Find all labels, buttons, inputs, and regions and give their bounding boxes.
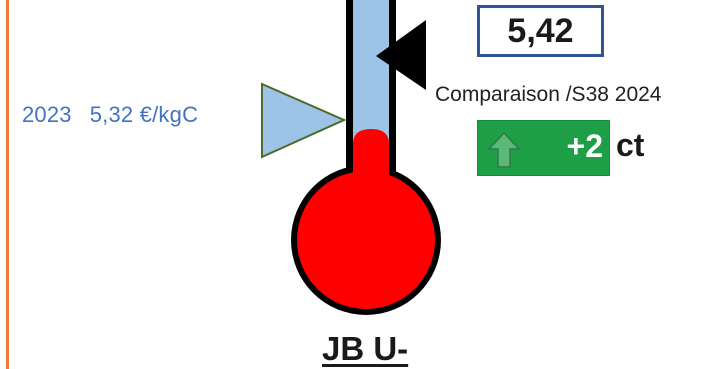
current-value-box: 5,42 — [477, 5, 604, 57]
arrow-up-icon — [487, 131, 521, 168]
delta-unit: ct — [616, 127, 645, 163]
delta-value: +2 — [566, 128, 603, 164]
delta-badge: +2 — [477, 120, 610, 176]
current-value: 5,42 — [507, 11, 574, 50]
reference-price-label: 2023 5,32 €/kgC — [22, 102, 198, 128]
reference-year: 2023 — [22, 102, 72, 127]
triangle-right-icon — [261, 82, 347, 159]
triangle-left-icon — [376, 20, 426, 90]
caption-label: JB U- — [322, 330, 409, 367]
thermometer-mercury — [353, 129, 389, 200]
left-border-rule — [6, 0, 9, 369]
comparison-label: Comparaison /S38 2024 — [435, 83, 662, 106]
thermometer-bulb — [297, 171, 435, 309]
reference-price: 5,32 €/kgC — [89, 102, 199, 127]
